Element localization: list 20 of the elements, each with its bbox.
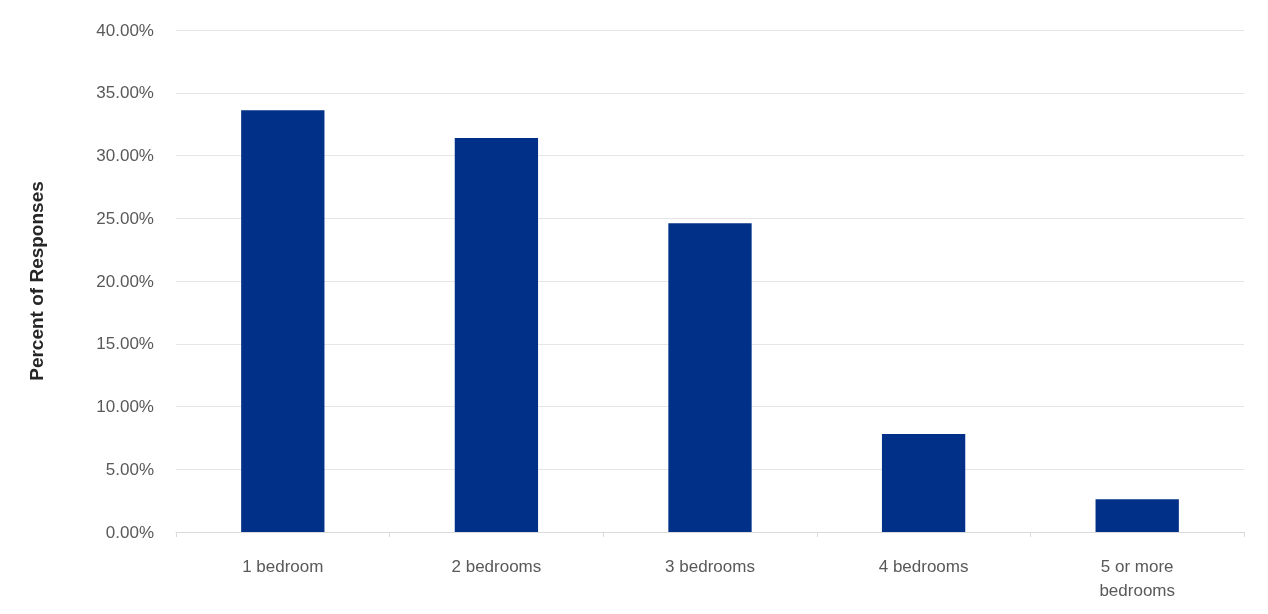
y-tick-label: 40.00% [96,20,154,40]
y-tick-label: 0.00% [105,522,154,542]
bar [454,137,539,532]
y-tick-label: 15.00% [96,334,154,354]
y-tick-label: 5.00% [105,459,154,479]
bar [241,110,325,532]
y-tick-label: 35.00% [96,83,154,103]
bar [881,434,966,532]
y-tick-label: 10.00% [96,397,154,416]
y-tick-label: 30.00% [96,146,154,165]
x-tick-label: 4 bedrooms [878,556,969,576]
x-tick-label: 2 bedrooms [451,556,542,576]
bar [668,223,752,532]
x-tick-label: 5 or more bedrooms [1099,556,1175,600]
y-tick-label: 25.00% [96,208,154,228]
bar [1095,499,1179,532]
y-axis-title: Percent of Responses [26,181,47,381]
y-tick-label: 20.00% [96,271,154,291]
x-tick-label: 1 bedroom [242,556,324,576]
x-tick-label: 3 bedrooms [665,556,755,576]
